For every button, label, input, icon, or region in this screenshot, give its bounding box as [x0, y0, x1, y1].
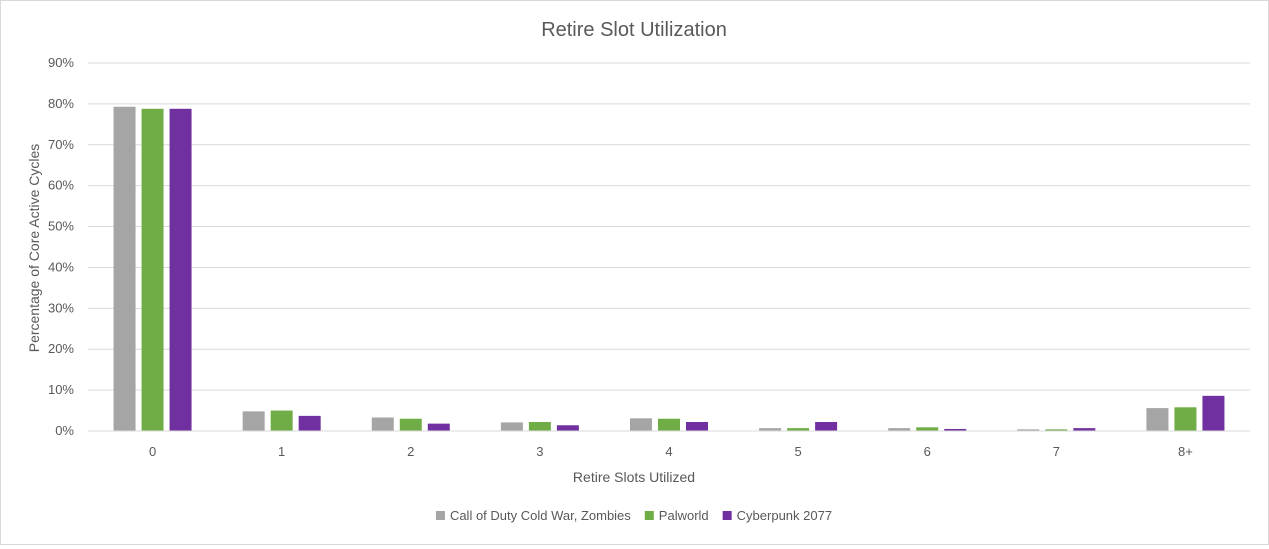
bar [787, 428, 810, 431]
bar [1045, 429, 1068, 431]
y-tick-label: 60% [48, 178, 74, 193]
legend-swatch [435, 511, 445, 520]
legend-swatch [722, 511, 732, 520]
bar [916, 427, 939, 431]
x-axis-ticks: 0 1 2 3 4 5 6 7 8+ [149, 444, 1193, 459]
y-tick-label: 50% [48, 219, 74, 234]
y-tick-label: 70% [48, 137, 74, 152]
bar [528, 422, 551, 431]
legend-item: Palworld [644, 508, 709, 523]
legend-item: Call of Duty Cold War, Zombies [435, 508, 631, 523]
legend-swatch [644, 511, 654, 520]
x-tick-label: 8+ [1178, 444, 1193, 459]
bar [888, 428, 911, 431]
x-tick-label: 3 [536, 444, 543, 459]
y-tick-label: 80% [48, 96, 74, 111]
y-tick-label: 0% [55, 423, 74, 438]
bar [298, 415, 321, 431]
bar [556, 425, 579, 431]
bar [1202, 395, 1225, 431]
x-tick-label: 7 [1053, 444, 1060, 459]
bar [270, 410, 293, 431]
gridlines [88, 62, 1250, 391]
legend-item: Cyberpunk 2077 [722, 508, 832, 523]
bar [1174, 407, 1197, 431]
legend-label: Call of Duty Cold War, Zombies [450, 508, 631, 523]
x-tick-label: 2 [407, 444, 414, 459]
y-tick-label: 30% [48, 300, 74, 315]
bar [399, 418, 422, 431]
bar [815, 422, 838, 431]
bar [169, 108, 192, 431]
x-tick-label: 6 [924, 444, 931, 459]
bar [630, 418, 652, 431]
bar [1146, 408, 1169, 431]
legend-label: Palworld [659, 508, 709, 523]
legend: Call of Duty Cold War, Zombies Palworld Cy… [435, 508, 832, 523]
x-tick-label: 1 [278, 444, 285, 459]
bar [427, 423, 450, 431]
bar [1073, 428, 1096, 431]
bar [113, 106, 136, 432]
y-axis-label: Percentage of Core Active Cycles [26, 144, 42, 353]
chart-title: Retire Slot Utilization [541, 19, 727, 41]
x-tick-label: 4 [665, 444, 672, 459]
bar [500, 422, 523, 431]
bar [371, 417, 394, 431]
bars [113, 106, 1225, 432]
y-axis-ticks: 0% 10% 20% 30% 40% 50% 60% 70% 80% 90% [48, 55, 74, 438]
y-tick-label: 40% [48, 259, 74, 274]
bar [242, 411, 265, 431]
y-tick-label: 90% [48, 55, 74, 70]
y-tick-label: 20% [48, 341, 74, 356]
bar [141, 108, 164, 431]
bar [686, 422, 708, 431]
bar [658, 418, 680, 431]
bar [944, 428, 967, 431]
bar [1017, 429, 1040, 431]
x-axis-label: Retire Slots Utilized [573, 469, 695, 485]
x-tick-label: 0 [149, 444, 156, 459]
y-tick-label: 10% [48, 382, 74, 397]
x-tick-label: 5 [794, 444, 801, 459]
bar [759, 428, 782, 431]
legend-label: Cyberpunk 2077 [737, 508, 832, 523]
